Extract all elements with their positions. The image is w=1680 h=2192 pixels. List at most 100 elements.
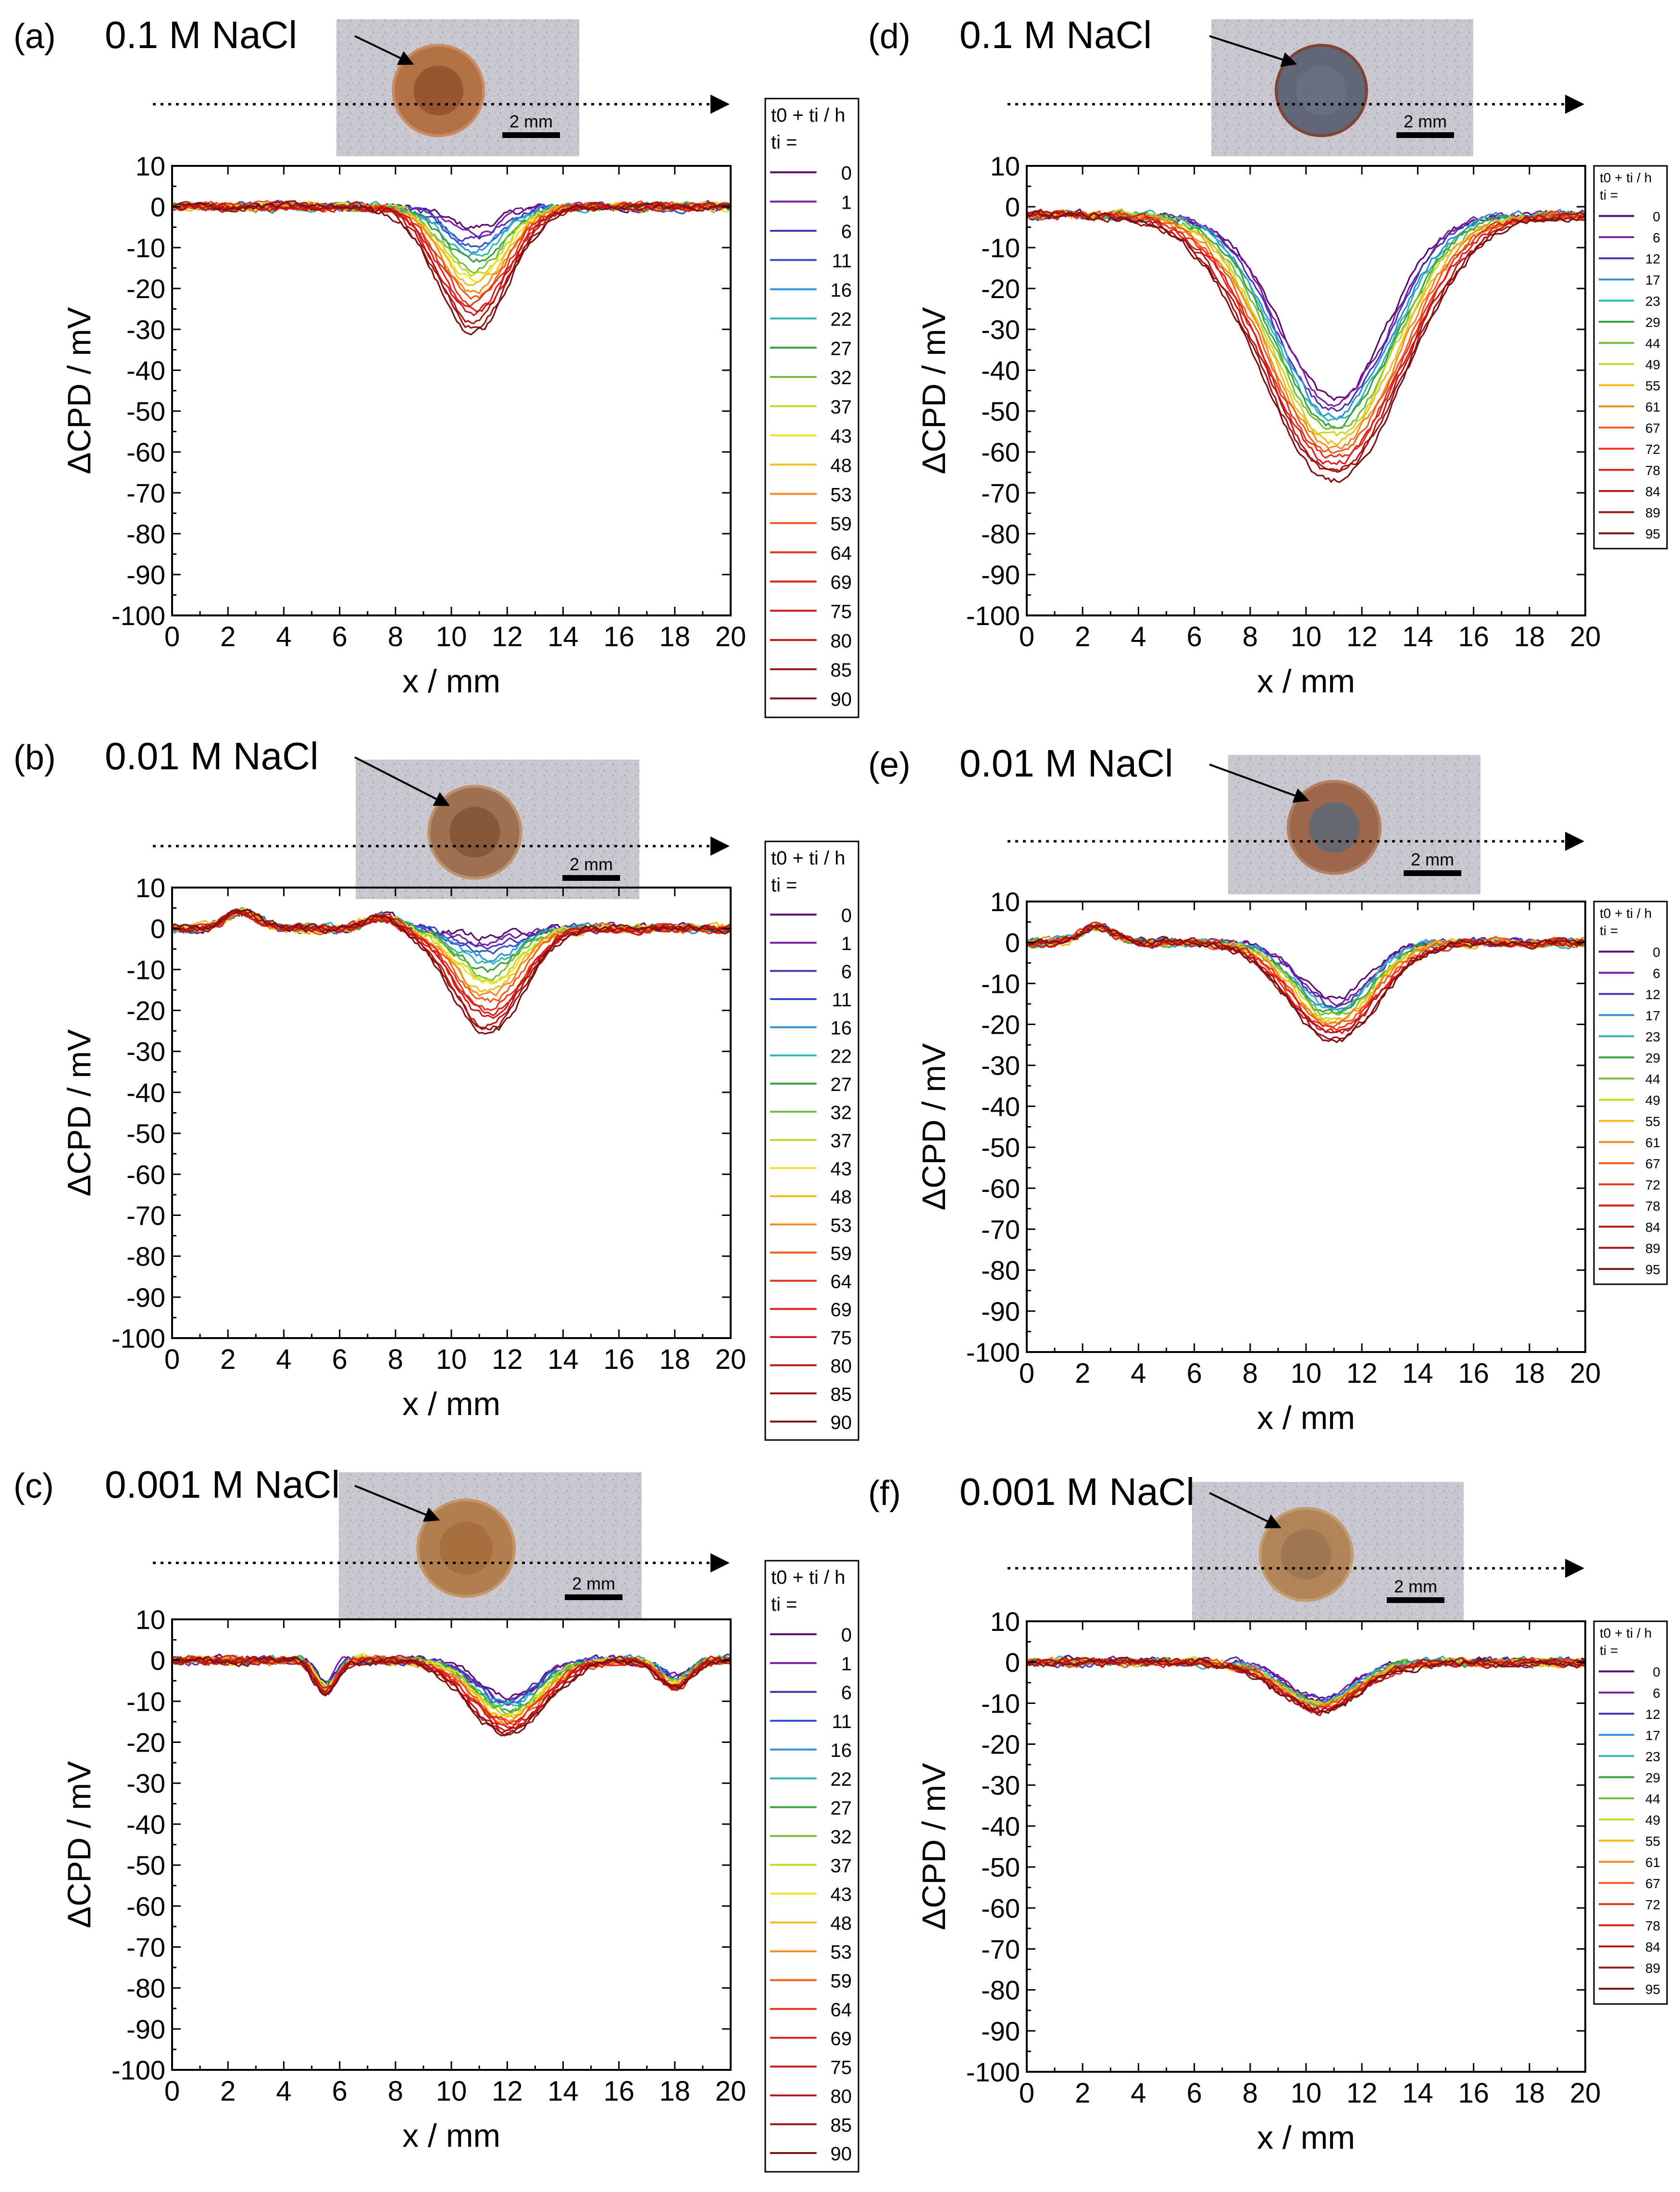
legend-item-label: 6 <box>1653 1686 1660 1701</box>
y-tick-label: -70 <box>981 1934 1020 1964</box>
x-tick-label: 0 <box>164 621 180 652</box>
x-tick-label: 2 <box>1075 2078 1090 2109</box>
legend-title: t0 + ti / h <box>1600 906 1652 921</box>
y-tick-label: -100 <box>112 2055 165 2085</box>
series-line-t89 <box>1026 1656 1586 1715</box>
x-tick-label: 14 <box>548 621 579 652</box>
legend-item-label: 6 <box>1653 230 1660 245</box>
y-tick-label: 10 <box>136 873 165 903</box>
x-tick-label: 8 <box>388 2076 403 2107</box>
legend-item-label: 12 <box>1645 251 1660 266</box>
legend-item-label: 32 <box>831 1102 852 1123</box>
y-tick-label: 10 <box>990 151 1020 181</box>
y-tick-label: -30 <box>126 1768 165 1799</box>
series-line-t29 <box>1026 210 1586 429</box>
legend-item-label: 64 <box>831 1999 852 2020</box>
y-tick-label: -70 <box>981 478 1020 508</box>
legend-item-label: 55 <box>1645 1834 1660 1849</box>
series-line-t78 <box>1026 210 1586 465</box>
y-tick-label: -80 <box>126 1241 165 1272</box>
x-tick-label: 4 <box>1131 2078 1146 2109</box>
y-tick-label: 0 <box>1005 1647 1020 1678</box>
legend-item-label: 48 <box>831 455 852 476</box>
legend-item-label: 59 <box>831 1243 852 1264</box>
legend-subtitle: ti = <box>1600 188 1618 202</box>
y-tick-label: -60 <box>126 1159 165 1190</box>
x-tick-label: 4 <box>276 621 291 652</box>
y-tick-label: -50 <box>981 396 1020 426</box>
legend-item-label: 78 <box>1645 1918 1660 1933</box>
legend-subtitle: ti = <box>1600 923 1618 938</box>
legend-title: t0 + ti / h <box>771 105 846 126</box>
series-line-t89 <box>1026 208 1586 473</box>
series-line-t95 <box>1027 923 1586 1043</box>
y-tick-label: -80 <box>981 519 1020 549</box>
x-tick-label: 8 <box>1243 2078 1258 2109</box>
legend-item-label: 12 <box>1645 987 1660 1002</box>
y-tick-label: -90 <box>126 1282 165 1313</box>
panel-title: 0.001 M NaCl <box>959 1470 1195 1513</box>
legend-subtitle: ti = <box>771 132 797 153</box>
y-tick-label: -90 <box>126 2014 165 2044</box>
y-tick-label: -20 <box>126 996 165 1026</box>
legend-item-label: 27 <box>831 338 852 359</box>
pointer-arrow <box>354 756 450 806</box>
legend-item-label: 90 <box>831 2143 852 2165</box>
legend-item-label: 43 <box>831 1884 852 1905</box>
legend-item-label: 67 <box>1645 421 1660 436</box>
y-tick-label: -80 <box>126 519 165 549</box>
legend-item-label: 32 <box>831 1827 852 1848</box>
y-tick-label: -90 <box>126 560 165 590</box>
scale-bar <box>565 1594 622 1600</box>
y-tick-label: -20 <box>981 1729 1020 1760</box>
y-tick-label: -10 <box>981 1688 1020 1718</box>
droplet-core <box>1308 802 1360 853</box>
x-tick-label: 8 <box>388 1344 403 1375</box>
x-tick-label: 20 <box>715 621 747 652</box>
x-axis-label: x / mm <box>402 663 500 700</box>
legend-item-label: 43 <box>831 426 852 447</box>
legend-item-label: 59 <box>831 1971 852 1992</box>
legend-title: t0 + ti / h <box>1600 170 1652 185</box>
y-tick-label: -90 <box>981 1296 1020 1327</box>
legend-item-label: 16 <box>831 280 852 301</box>
legend-item-label: 0 <box>841 1625 852 1646</box>
x-tick-label: 12 <box>1346 621 1378 652</box>
scale-bar-label: 2 mm <box>570 854 613 874</box>
x-tick-label: 8 <box>1243 1358 1258 1389</box>
legend-item-label: 85 <box>831 660 852 681</box>
droplet-core <box>439 1521 493 1575</box>
legend-box <box>1593 1620 1668 2005</box>
x-tick-label: 12 <box>1346 2078 1378 2109</box>
legend-item-label: 64 <box>831 543 852 564</box>
panel-label: (d) <box>868 17 910 56</box>
plot-frame <box>171 887 732 1339</box>
legend-item-label: 75 <box>831 2057 852 2078</box>
legend-item-label: 6 <box>841 1682 852 1703</box>
y-tick-label: -50 <box>981 1852 1020 1882</box>
legend-item-label: 80 <box>831 2086 852 2107</box>
x-tick-label: 0 <box>164 1344 180 1375</box>
legend-box <box>1593 901 1668 1285</box>
y-tick-label: 10 <box>990 1606 1020 1637</box>
legend-item-label: 61 <box>1645 1855 1660 1870</box>
y-axis-label: ΔCPD / mV <box>61 1029 98 1196</box>
legend-item-label: 16 <box>831 1018 852 1039</box>
series-line-t90 <box>172 200 731 336</box>
x-tick-label: 4 <box>1131 621 1146 652</box>
x-tick-label: 10 <box>436 2076 467 2107</box>
legend-item-label: 53 <box>831 1215 852 1236</box>
legend-item-label: 6 <box>841 221 852 242</box>
x-tick-label: 10 <box>1291 1358 1322 1389</box>
y-tick-label: -10 <box>126 1686 165 1716</box>
legend-box <box>1593 165 1668 550</box>
y-tick-label: -90 <box>981 2016 1020 2046</box>
x-tick-label: 8 <box>1243 621 1258 652</box>
y-tick-label: -40 <box>126 1809 165 1840</box>
legend-item-label: 49 <box>1645 1093 1660 1108</box>
series-line-t6 <box>1026 210 1586 407</box>
x-tick-label: 4 <box>1131 1358 1146 1389</box>
panel-label: (e) <box>868 746 910 784</box>
x-tick-label: 8 <box>388 621 403 652</box>
